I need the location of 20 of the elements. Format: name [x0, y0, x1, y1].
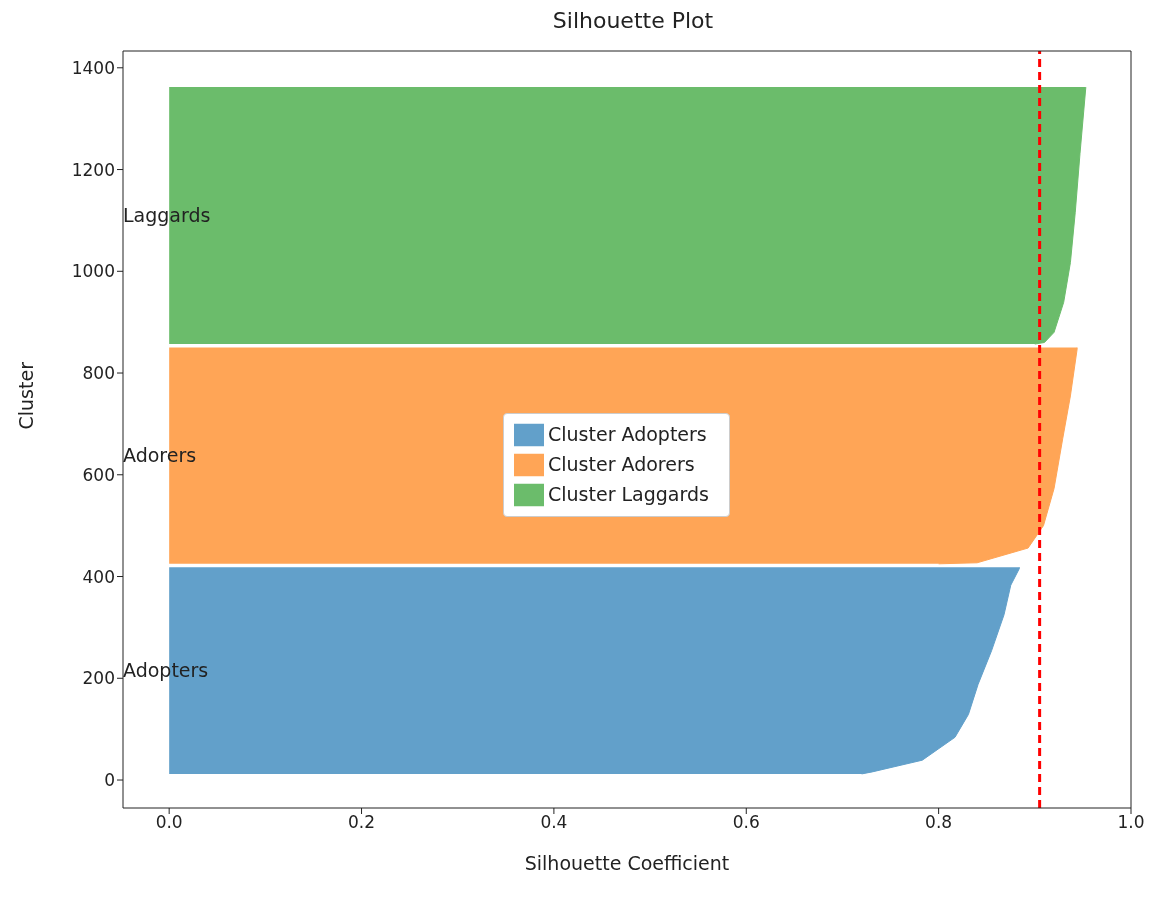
y-tick-label: 600 [82, 464, 115, 485]
y-tick-label: 0 [104, 770, 115, 791]
y-tick-label: 1200 [71, 159, 115, 180]
y-tick-label: 200 [82, 668, 115, 689]
chart-title: Silhouette Plot [551, 8, 715, 35]
y-tick-label: 1400 [71, 57, 115, 78]
legend-label: Cluster Adopters [548, 422, 707, 445]
y-axis-title: Cluster [14, 361, 37, 430]
y-tick-label: 800 [82, 363, 115, 384]
y-tick-label: 1000 [71, 261, 115, 282]
legend-label: Cluster Laggards [548, 482, 709, 505]
x-tick-label: 1.0 [1117, 812, 1145, 833]
y-tick-label: 400 [82, 566, 115, 587]
x-axis-title: Silhouette Coefficient [524, 852, 730, 874]
x-tick-label: 0.2 [348, 812, 376, 833]
x-tick-label: 0.4 [540, 812, 568, 833]
x-tick-label: 0.0 [155, 812, 183, 833]
x-tick-label: 0.8 [925, 812, 953, 833]
legend-label: Cluster Adorers [548, 452, 695, 475]
x-tick-label: 0.6 [732, 812, 760, 833]
